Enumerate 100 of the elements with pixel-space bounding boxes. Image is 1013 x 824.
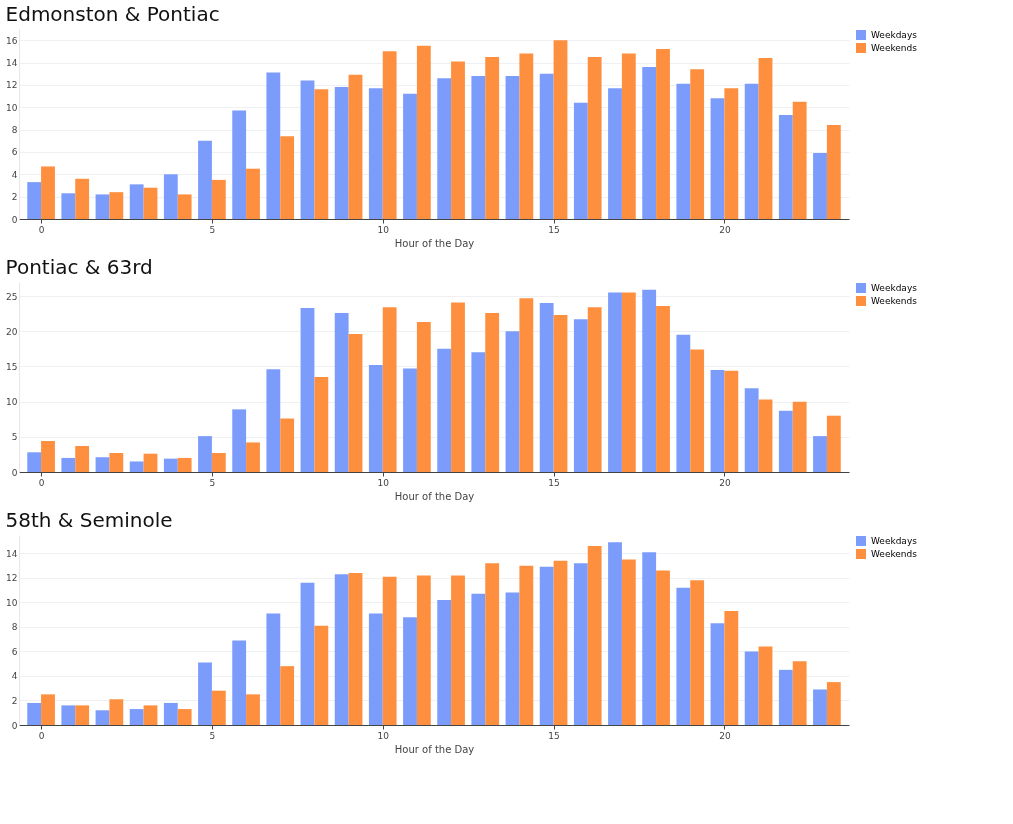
y-tick-label: 0	[11, 467, 18, 478]
bar	[246, 442, 260, 472]
bar	[758, 399, 773, 472]
bar	[758, 646, 773, 725]
bar	[621, 292, 636, 472]
y-tick-label: 10	[6, 597, 18, 608]
y-tick-label: 8	[11, 125, 18, 136]
bar	[587, 307, 602, 472]
bar	[553, 560, 568, 725]
x-tick-label: 15	[548, 730, 560, 741]
bar	[403, 368, 417, 472]
x-tick-label: 20	[719, 477, 731, 488]
bar	[437, 599, 452, 725]
bar	[744, 83, 759, 219]
bar	[656, 49, 670, 219]
bar	[826, 415, 841, 472]
bar	[539, 566, 554, 725]
bar	[690, 69, 705, 219]
bar	[75, 705, 90, 725]
bar	[41, 694, 55, 725]
bar	[642, 289, 657, 472]
bar	[621, 559, 636, 725]
bar	[519, 565, 534, 725]
bar	[129, 461, 144, 472]
bar	[778, 115, 793, 219]
bar	[143, 705, 158, 725]
bar	[198, 662, 212, 725]
bar	[573, 319, 588, 472]
y-tick-label: 14	[6, 548, 18, 559]
x-tick-label: 5	[209, 730, 216, 741]
bar	[690, 580, 705, 725]
bar	[451, 575, 465, 725]
bar	[403, 617, 417, 725]
bar	[41, 166, 55, 219]
bar	[553, 40, 568, 219]
bar	[676, 334, 691, 472]
bar	[416, 575, 431, 725]
bar	[813, 153, 827, 219]
bar	[314, 377, 329, 472]
legend-label: Weekends	[871, 296, 918, 306]
bar	[608, 292, 622, 472]
bar	[95, 194, 110, 219]
bar	[382, 51, 397, 219]
x-axis-title: Hour of the Day	[394, 237, 475, 249]
bar	[348, 74, 363, 219]
y-tick-label: 12	[6, 80, 18, 91]
bar	[792, 401, 807, 472]
bar	[656, 305, 670, 472]
bar	[177, 194, 192, 219]
bar	[451, 302, 465, 472]
x-tick-label: 0	[38, 730, 45, 741]
bar	[41, 441, 55, 472]
bar	[266, 613, 281, 725]
bar	[232, 409, 247, 472]
x-tick-label: 0	[38, 224, 45, 235]
bar	[109, 453, 124, 472]
bar	[368, 88, 383, 219]
x-tick-label: 5	[209, 224, 216, 235]
bar	[744, 388, 759, 472]
bar	[280, 418, 295, 472]
bar	[314, 89, 329, 219]
chart-title: 58th & Seminole	[5, 508, 173, 532]
bar	[826, 682, 841, 725]
bar	[334, 574, 349, 725]
bar	[813, 436, 827, 472]
bar	[143, 187, 158, 219]
bar	[211, 179, 226, 219]
bar	[724, 370, 739, 472]
bar	[676, 587, 691, 725]
y-tick-label: 0	[11, 214, 18, 225]
bar	[368, 613, 383, 725]
x-tick-label: 15	[548, 224, 560, 235]
bar	[485, 312, 500, 472]
x-axis-title: Hour of the Day	[394, 743, 475, 755]
bar	[75, 445, 90, 472]
y-tick-label: 16	[6, 35, 18, 46]
bar	[246, 694, 260, 725]
y-tick-label: 4	[11, 671, 18, 682]
bar	[539, 73, 554, 219]
bar	[177, 709, 192, 725]
bar	[758, 58, 773, 219]
bar	[519, 53, 534, 219]
bar	[437, 348, 452, 472]
bar	[826, 125, 841, 219]
bar	[608, 88, 622, 219]
y-tick-label: 6	[11, 147, 18, 158]
bar	[266, 72, 281, 219]
bar	[368, 365, 383, 472]
bar	[129, 184, 144, 219]
bar	[61, 705, 76, 725]
bar	[519, 298, 534, 472]
y-tick-label: 5	[11, 432, 18, 443]
bar	[437, 78, 452, 219]
bar	[778, 669, 793, 725]
x-tick-label: 20	[719, 730, 731, 741]
bar	[471, 352, 486, 472]
x-axis-title: Hour of the Day	[394, 490, 475, 502]
bar	[642, 67, 657, 219]
bar	[505, 331, 520, 472]
bar	[485, 56, 500, 219]
